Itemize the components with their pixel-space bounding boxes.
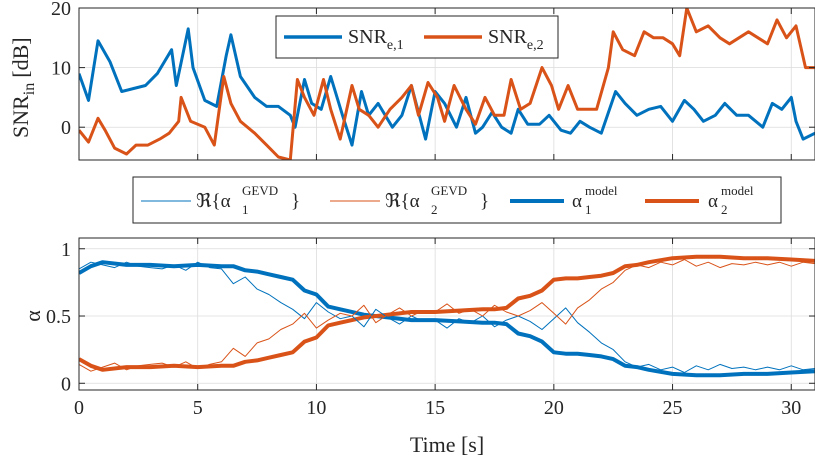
alpha-legend-label-4: αmodel 2 (708, 183, 754, 217)
snr-ylabel: SNRin [dB] (8, 37, 38, 138)
alpha-legend-label-2-prefix: ℜ{α (385, 191, 420, 212)
snr-legend-label-1-sub: e,1 (387, 38, 404, 53)
alpha-legend-label-3-sup: model (585, 183, 618, 198)
snr-legend-label-2: SNRe,2 (488, 26, 544, 53)
alpha-axes-box (78, 237, 815, 391)
snr-ytick-label: 10 (51, 58, 71, 80)
snr-ylabel-main: SNR (8, 95, 33, 138)
alpha-legend-label-2-sup: GEVD (431, 183, 467, 198)
alpha-xtick-label: 0 (74, 397, 84, 419)
alpha-xtick-label: 25 (663, 397, 683, 419)
snr-legend-label-1: SNRe,1 (348, 26, 404, 53)
alpha-legend-label-2-sub: 2 (431, 202, 438, 217)
alpha-legend-label-1: ℜ{α GEVD 1} (196, 183, 300, 217)
snr-ytick-label: 20 (51, 0, 71, 20)
alpha-ytick-label: 0 (61, 373, 71, 395)
snr-legend-label-2-sub: e,2 (527, 38, 544, 53)
snr-series-line-1 (79, 27, 815, 147)
snr-axes-box (78, 7, 815, 161)
alpha-legend-label-4-prefix: α (708, 191, 718, 212)
alpha-xtick-label: 15 (425, 397, 445, 419)
snr-ylabel-unit: [dB] (8, 37, 33, 77)
alpha-ylabel: α (20, 310, 45, 322)
snr-legend: SNRe,1 SNRe,2 (275, 15, 559, 59)
alpha-xtick-label: 10 (306, 397, 326, 419)
alpha-xlabel: Time [s] (410, 432, 484, 457)
snr-series-line-2 (79, 8, 815, 160)
alpha-series-alpha2_gevd (79, 259, 815, 372)
alpha-xtick-label: 5 (193, 397, 203, 419)
alpha-legend-label-4-sup: model (721, 183, 754, 198)
snr-legend-label-2-main: SNR (488, 26, 528, 48)
snr-legend-label-1-main: SNR (348, 26, 388, 48)
alpha-legend-label-1-sub: 1 (242, 202, 249, 217)
alpha-ytick-label: 1 (61, 239, 71, 261)
alpha-legend-label-1-prefix: ℜ{α (196, 191, 231, 212)
alpha-ytick-label: 0.5 (46, 306, 71, 328)
alpha-legend-label-2-suffix: } (480, 191, 489, 212)
alpha-legend-label-1-suffix: } (291, 191, 300, 212)
alpha-legend-label-3-prefix: α (572, 191, 582, 212)
alpha-legend-label-3: αmodel 1 (572, 183, 618, 217)
alpha-xtick-label: 20 (544, 397, 564, 419)
alpha-legend-label-1-sup: GEVD (242, 183, 278, 198)
alpha-xtick-label: 30 (781, 397, 801, 419)
alpha-legend-label-2: ℜ{α GEVD 2} (385, 183, 489, 217)
alpha-legend: ℜ{αGEVD 1} ℜ{αGEVD 2} αmodel 1 αmodel 2 (132, 176, 782, 224)
alpha-series-alpha1_gevd (79, 261, 815, 373)
alpha-series-alpha1_model (79, 260, 815, 378)
alpha-series-alpha2_model (79, 254, 815, 372)
alpha-legend-label-4-sub: 2 (721, 202, 728, 217)
alpha-chart: 0 0.5 1 0 5 10 15 20 25 30 α Time [s] (20, 237, 815, 457)
snr-ytick-label: 0 (61, 117, 71, 139)
alpha-legend-label-3-sub: 1 (585, 202, 592, 217)
snr-ylabel-sub: in (21, 83, 38, 95)
